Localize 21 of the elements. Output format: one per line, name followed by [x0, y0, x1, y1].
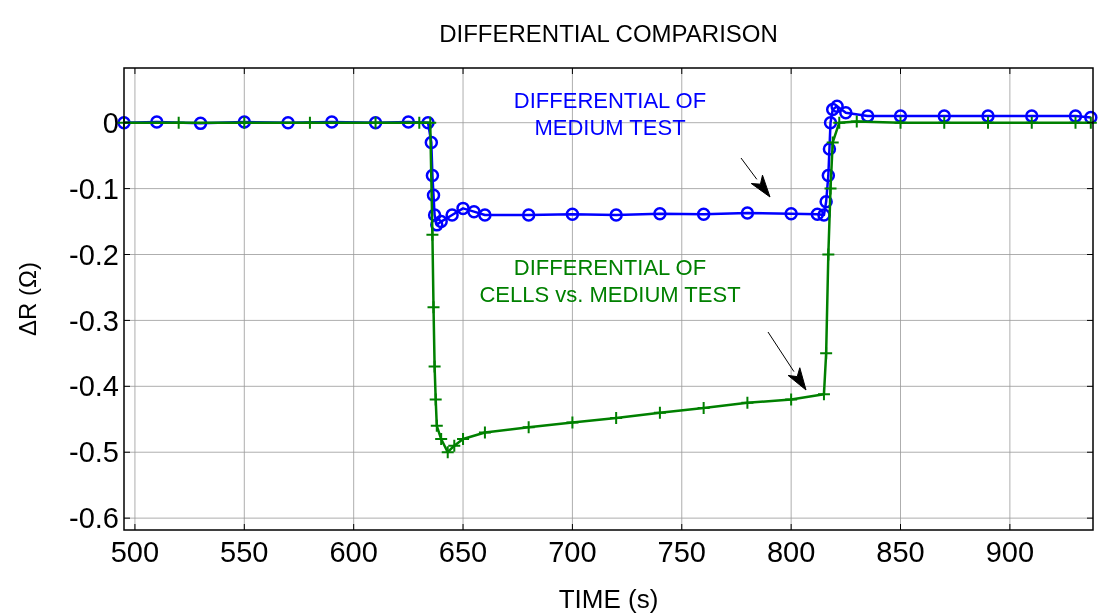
y-tick-label: -0.4: [69, 370, 119, 403]
x-axis-title: TIME (s): [558, 584, 659, 614]
x-tick-label: 500: [110, 536, 160, 568]
annotation: DIFFERENTIAL OF MEDIUM TEST: [513, 88, 707, 140]
y-tick-label: -0.1: [69, 172, 119, 205]
x-tick-label: 850: [876, 536, 925, 568]
y-tick-label: 0: [102, 106, 119, 139]
x-tick-label: 700: [548, 536, 597, 568]
annotation: DIFFERENTIAL OF CELLS vs. MEDIUM TEST: [479, 255, 741, 307]
x-tick-label: 900: [985, 536, 1035, 568]
x-tick-label: 800: [766, 536, 816, 568]
y-tick-label: -0.6: [69, 502, 119, 535]
y-tick-label: -0.5: [69, 436, 119, 469]
x-tick-label: 600: [329, 536, 378, 568]
y-tick-label: -0.2: [69, 238, 119, 271]
x-tick-label: 750: [657, 536, 706, 568]
x-tick-label: 550: [220, 536, 269, 568]
x-tick-label: 650: [438, 536, 488, 568]
y-tick-label: -0.3: [69, 304, 119, 337]
chart-title: DIFFERENTIAL COMPARISON: [439, 20, 778, 47]
y-axis-title: ΔR (Ω): [14, 262, 41, 336]
